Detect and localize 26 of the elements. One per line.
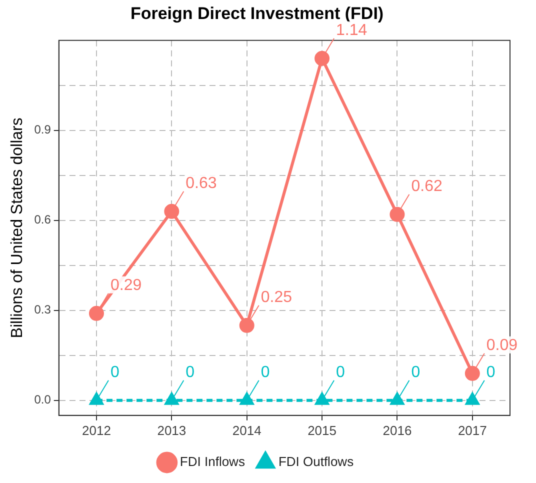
x-tick-label: 2013 [157,422,186,438]
y-tick-label: 0.9 [34,122,52,137]
data-label: 0.63 [186,174,217,192]
x-tick-label: 2015 [308,422,336,438]
data-label: 0 [411,364,420,381]
data-label: 0 [486,364,496,381]
y-tick-label: 0.3 [34,302,52,317]
y-tick-label: 0.6 [34,212,52,227]
x-tick-label: 2017 [458,422,487,438]
data-label: 0 [110,364,120,381]
y-axis-title: Billions of United States dollars [9,118,26,338]
data-label: 0.62 [411,178,442,195]
legend-label: FDI Outflows [278,454,354,470]
data-label: 0.25 [260,288,292,306]
legend-label: FDI Inflows [180,454,246,470]
data-label: 0.29 [110,276,142,294]
x-tick-label: 2014 [232,422,262,438]
y-tick-label: 0.0 [34,392,52,407]
x-tick-label: 2016 [382,422,412,438]
data-label: 0.09 [486,336,518,354]
data-label: 1.14 [336,22,368,39]
data-label: 0 [260,364,270,381]
data-label: 0 [336,364,346,381]
data-label: 0 [186,364,195,381]
x-tick-label: 2012 [82,422,111,438]
chart-title: Foreign Direct Investment (FDI) [130,4,384,23]
